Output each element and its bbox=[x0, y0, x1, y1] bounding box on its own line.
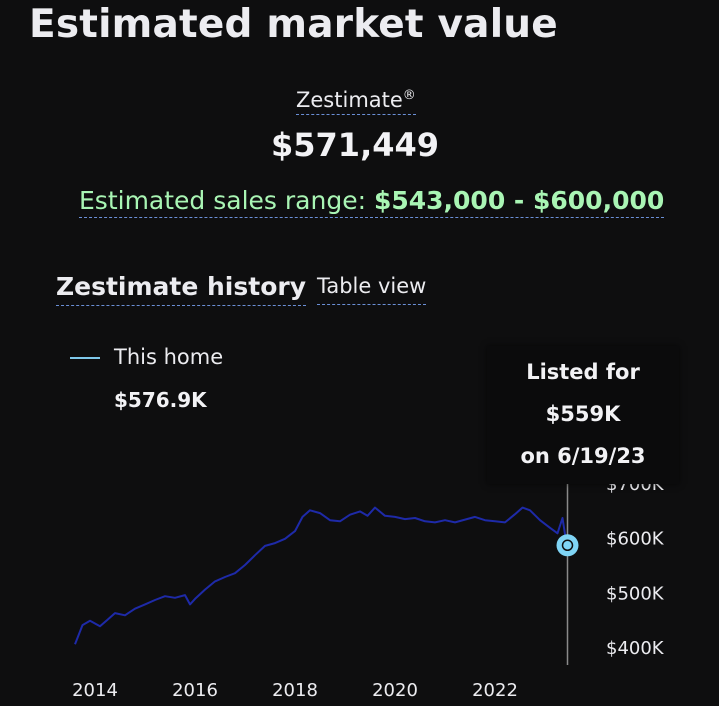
x-tick-label: 2016 bbox=[172, 680, 218, 701]
listing-tooltip: Listed for $559K on 6/19/23 bbox=[487, 346, 679, 484]
sales-range-label: Estimated sales range: bbox=[79, 186, 374, 215]
registered-mark: ® bbox=[402, 88, 416, 103]
tooltip-line-3: on 6/19/23 bbox=[520, 444, 646, 468]
legend-value: $576.9K bbox=[114, 388, 207, 412]
listing-marker[interactable] bbox=[556, 534, 579, 557]
marker-ring bbox=[561, 539, 574, 552]
y-tick-label: $500K bbox=[606, 583, 665, 604]
tooltip-line-1: Listed for bbox=[526, 360, 640, 384]
legend-line-swatch bbox=[70, 357, 100, 359]
y-tick-label: $600K bbox=[606, 529, 665, 550]
x-tick-label: 2014 bbox=[72, 680, 118, 701]
legend-label: This home bbox=[114, 345, 224, 369]
zestimate-label-text: Zestimate bbox=[296, 88, 403, 112]
series-line-this-home bbox=[74, 506, 569, 645]
x-tick-label: 2022 bbox=[472, 680, 518, 701]
x-tick-label: 2018 bbox=[272, 680, 318, 701]
marker-dot bbox=[556, 534, 579, 557]
history-tab[interactable]: Zestimate history bbox=[56, 272, 307, 306]
sales-range-value: $543,000 - $600,000 bbox=[373, 186, 665, 215]
zestimate-label[interactable]: Zestimate® bbox=[296, 88, 416, 115]
tooltip-line-2: $559K bbox=[545, 402, 621, 426]
table-view-tab[interactable]: Table view bbox=[317, 274, 427, 305]
page-title: Estimated market value bbox=[29, 2, 558, 47]
sales-range[interactable]: Estimated sales range: $543,000 - $600,0… bbox=[79, 186, 665, 218]
x-tick-label: 2020 bbox=[372, 680, 418, 701]
y-tick-label: $400K bbox=[606, 638, 665, 659]
zestimate-value: $571,449 bbox=[271, 126, 440, 164]
